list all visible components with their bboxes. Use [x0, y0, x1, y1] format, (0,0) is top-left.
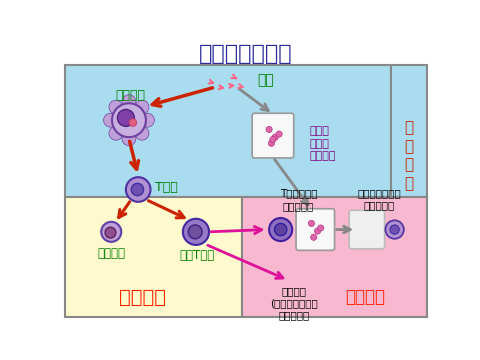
Circle shape — [276, 131, 282, 137]
Text: 记忆细胞: 记忆细胞 — [97, 247, 125, 260]
Circle shape — [268, 140, 275, 147]
Text: 感
应
阶
段: 感 应 阶 段 — [404, 120, 413, 191]
Circle shape — [311, 234, 317, 240]
Circle shape — [129, 119, 137, 126]
Text: 反应阶段: 反应阶段 — [119, 288, 166, 307]
Circle shape — [118, 109, 134, 126]
Text: T细胞: T细胞 — [155, 181, 178, 194]
FancyBboxPatch shape — [296, 209, 335, 250]
Circle shape — [141, 113, 155, 127]
Circle shape — [109, 126, 123, 140]
Circle shape — [122, 95, 136, 109]
Circle shape — [318, 225, 324, 231]
Circle shape — [104, 113, 118, 127]
Circle shape — [101, 222, 121, 242]
Circle shape — [131, 183, 144, 195]
Circle shape — [109, 100, 123, 114]
Circle shape — [385, 220, 404, 239]
Circle shape — [188, 225, 202, 239]
Circle shape — [105, 227, 116, 238]
Text: 被抗原
侵入的
组织细胞: 被抗原 侵入的 组织细胞 — [309, 126, 336, 161]
Circle shape — [269, 218, 292, 241]
FancyBboxPatch shape — [349, 210, 384, 249]
Text: 效应阶段: 效应阶段 — [345, 288, 385, 306]
Text: 靶细胞破裂死亡
抗原被消灭: 靶细胞破裂死亡 抗原被消灭 — [357, 188, 401, 210]
Circle shape — [135, 126, 149, 140]
Text: 吞噬细胞: 吞噬细胞 — [116, 89, 145, 102]
Circle shape — [122, 132, 136, 145]
Circle shape — [112, 103, 146, 137]
Circle shape — [275, 223, 287, 236]
Text: 细胞免疫的过程: 细胞免疫的过程 — [199, 44, 293, 64]
Bar — [242, 197, 427, 316]
Circle shape — [314, 228, 321, 234]
Circle shape — [126, 177, 151, 202]
Bar — [391, 65, 427, 197]
Text: 抗原: 抗原 — [258, 73, 274, 87]
Circle shape — [183, 219, 209, 245]
Bar — [65, 197, 242, 316]
Circle shape — [270, 136, 276, 143]
Bar — [65, 65, 391, 197]
Text: 效应T细胞: 效应T细胞 — [180, 249, 215, 262]
FancyBboxPatch shape — [252, 113, 294, 158]
Circle shape — [135, 100, 149, 114]
Circle shape — [266, 126, 272, 132]
Circle shape — [308, 220, 314, 226]
Circle shape — [390, 225, 399, 234]
Text: T细胞与靶细
胞紧密接触: T细胞与靶细 胞紧密接触 — [280, 189, 317, 211]
Text: 淋巴因子
(如白细胞介素、
干扰素等）: 淋巴因子 (如白细胞介素、 干扰素等） — [270, 286, 318, 320]
Circle shape — [272, 134, 278, 140]
